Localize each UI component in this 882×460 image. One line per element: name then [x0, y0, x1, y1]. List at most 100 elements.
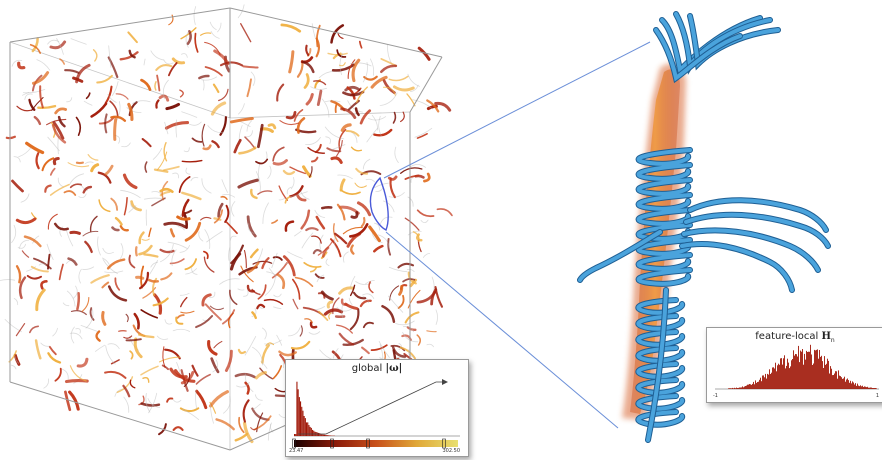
- vortex-line: [139, 271, 150, 290]
- faint-vortex-line: [223, 396, 231, 414]
- faint-vortex-line: [318, 70, 340, 79]
- local-histogram-bar: [793, 350, 794, 389]
- faint-vortex-line: [374, 222, 380, 231]
- local-histogram-bar: [749, 384, 750, 389]
- vortex-line: [320, 290, 334, 301]
- local-histogram-bar: [821, 355, 822, 389]
- vortex-line: [284, 220, 295, 232]
- local-histogram-bar: [776, 371, 777, 389]
- local-histogram-bar: [775, 362, 776, 389]
- faint-vortex-line: [339, 52, 344, 75]
- local-histogram-bar: [760, 377, 761, 389]
- global-histogram-bar: [303, 416, 305, 436]
- faint-vortex-line: [324, 126, 345, 140]
- faint-vortex-line: [316, 274, 325, 283]
- vortex-line: [49, 40, 67, 50]
- vortex-line: [151, 197, 166, 207]
- faint-vortex-line: [349, 275, 356, 289]
- vortex-line: [250, 427, 258, 431]
- vortex-line: [89, 215, 98, 232]
- faint-vortex-line: [288, 327, 301, 337]
- vortex-line: [127, 31, 138, 44]
- vortex-line: [159, 190, 171, 197]
- vortex-line: [140, 402, 161, 407]
- local-histogram-bar: [788, 362, 789, 389]
- local-histogram-bar: [836, 371, 837, 389]
- faint-vortex-line: [255, 171, 261, 193]
- faint-vortex-line: [362, 293, 375, 299]
- faint-vortex-line: [368, 116, 387, 121]
- vortex-line: [368, 225, 381, 243]
- vortex-line: [257, 123, 264, 149]
- vortex-line: [125, 338, 142, 342]
- vortex-line: [302, 60, 315, 74]
- local-histogram-bar: [854, 384, 855, 389]
- vortex-line: [340, 189, 361, 195]
- vortex-line: [217, 202, 224, 218]
- faint-vortex-line: [402, 326, 415, 333]
- local-min-label: -1: [713, 393, 718, 399]
- faint-vortex-line: [231, 201, 236, 217]
- local-histogram-bar: [865, 386, 866, 389]
- faint-vortex-line: [423, 253, 431, 258]
- vortex-line: [135, 275, 145, 280]
- vortex-line: [352, 291, 367, 300]
- local-histogram-bar: [755, 380, 756, 389]
- faint-vortex-line: [160, 243, 174, 263]
- vortex-line: [40, 280, 48, 290]
- faint-vortex-line: [332, 348, 339, 359]
- global-colormap-marker: [442, 438, 446, 449]
- vortex-line: [316, 89, 323, 106]
- faint-vortex-line: [204, 229, 211, 249]
- vortex-line: [64, 390, 72, 412]
- vortex-line: [254, 371, 267, 380]
- vortex-line: [110, 359, 120, 365]
- vortex-line: [204, 303, 222, 321]
- global-histogram-bar: [301, 406, 303, 436]
- vortex-line: [184, 258, 197, 271]
- global-histogram-bar: [308, 425, 310, 436]
- vortex-line: [332, 297, 340, 315]
- vortex-line: [292, 298, 299, 310]
- vortex-line: [184, 221, 202, 242]
- vortex-line: [347, 59, 356, 79]
- faint-vortex-line: [172, 328, 191, 332]
- vortex-line: [417, 239, 422, 253]
- local-histogram-bar: [806, 350, 807, 389]
- local-histogram-bar: [859, 386, 860, 389]
- faint-vortex-line: [121, 142, 131, 148]
- vortex-line: [387, 175, 398, 181]
- faint-vortex-line: [70, 326, 75, 344]
- local-histogram-bar: [860, 385, 861, 389]
- vortex-line: [299, 325, 304, 337]
- faint-vortex-line: [85, 309, 94, 329]
- local-histogram-bar: [791, 360, 792, 389]
- faint-vortex-line: [13, 156, 21, 163]
- global-histogram-bar: [298, 397, 300, 436]
- vortex-line: [147, 278, 159, 283]
- vortex-line: [278, 350, 297, 357]
- faint-vortex-line: [10, 364, 17, 370]
- faint-vortex-line: [162, 79, 169, 100]
- vortex-line: [351, 58, 361, 83]
- vortex-line: [69, 365, 87, 382]
- faint-vortex-line: [22, 92, 30, 96]
- vortex-line: [104, 85, 113, 105]
- vortex-line: [426, 330, 437, 333]
- faint-vortex-line: [52, 327, 58, 337]
- vortex-line: [338, 286, 355, 295]
- vortex-line: [284, 196, 291, 204]
- vortex-line: [224, 204, 230, 223]
- streamlines: [577, 11, 831, 443]
- global-histogram-bar: [297, 389, 299, 436]
- vortex-line: [314, 143, 322, 154]
- faint-vortex-line: [244, 336, 257, 356]
- vortex-line: [176, 215, 191, 221]
- local-histogram-bar: [751, 384, 752, 389]
- vortex-line: [53, 222, 69, 231]
- streamline: [646, 288, 668, 442]
- faint-vortex-line: [254, 394, 263, 401]
- local-title-text: feature-local: [755, 331, 822, 342]
- vortex-line: [305, 227, 319, 232]
- local-histogram-bar: [841, 377, 842, 389]
